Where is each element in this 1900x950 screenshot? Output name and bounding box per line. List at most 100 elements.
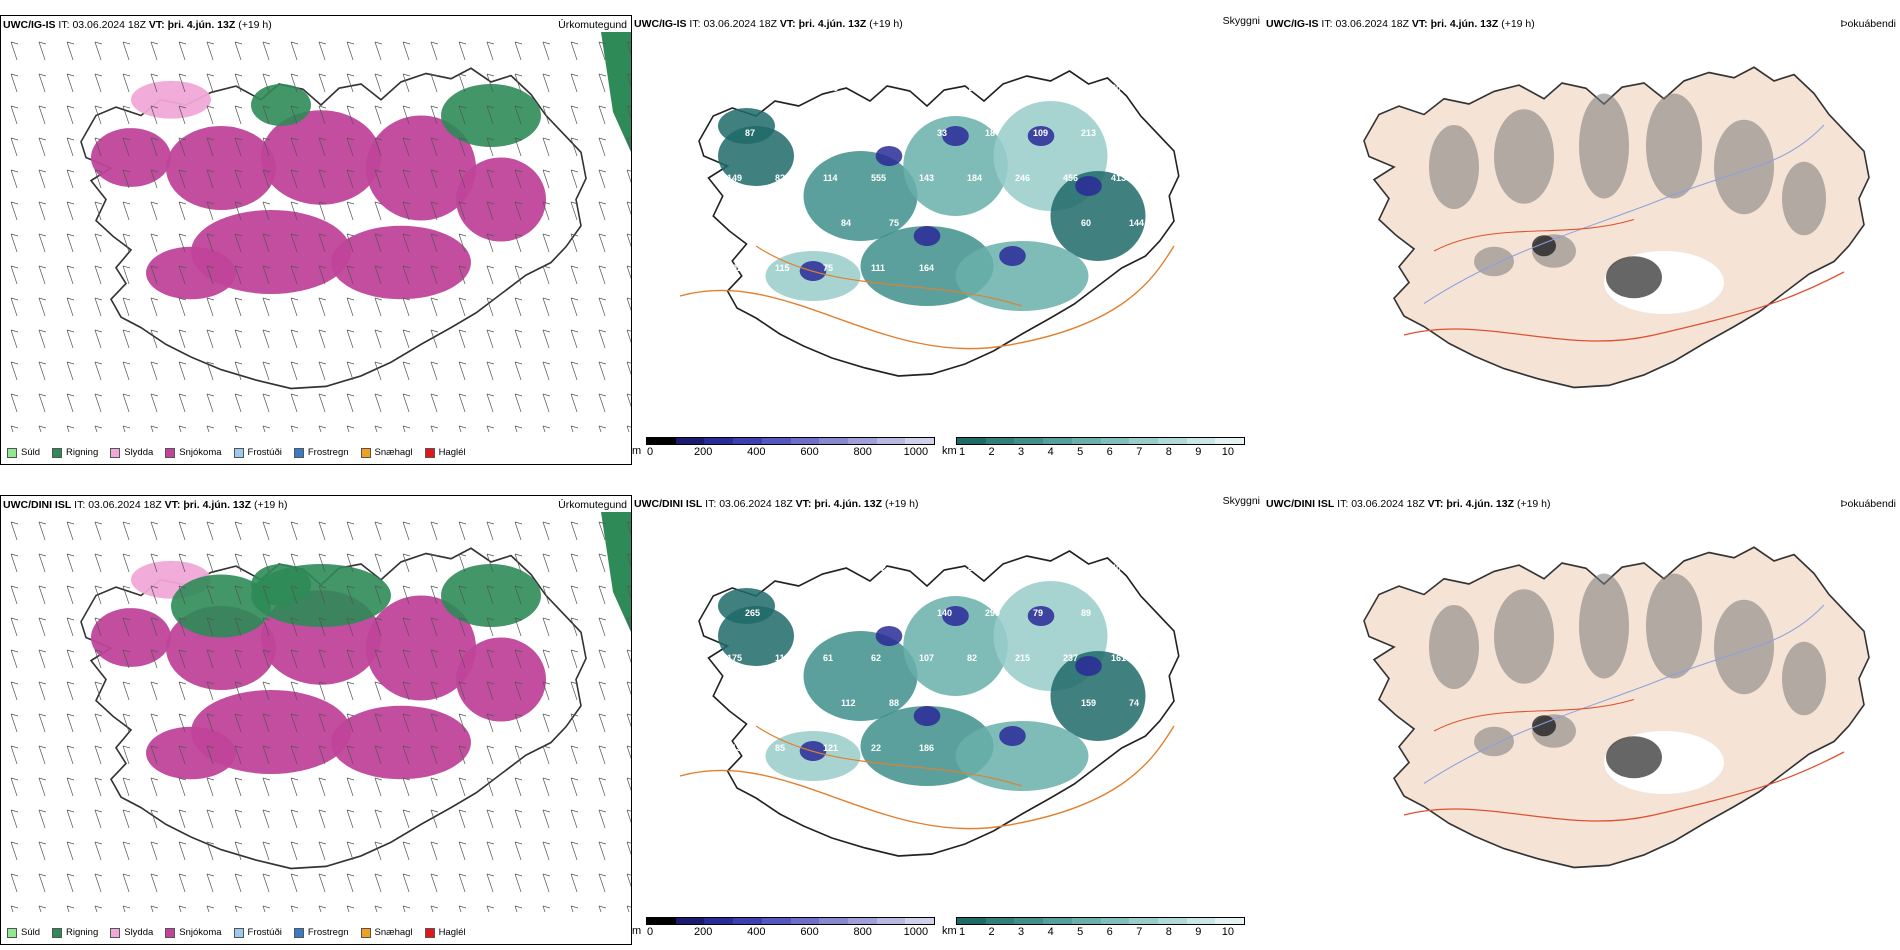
peak-label: 33 [937, 128, 947, 138]
peak-label: 192 [1015, 83, 1030, 93]
peak-label: 89 [1081, 608, 1091, 618]
peak-label: 149 [727, 173, 742, 183]
legend-label: Rigning [66, 447, 99, 458]
peak-label: 237 [1063, 653, 1078, 663]
legend-item: Slydda [110, 927, 153, 938]
terrain-height-colorbar: m 0 200 400 600 800 1000 [632, 917, 937, 943]
visibility-title: Skyggni [1222, 495, 1260, 507]
colorbar-tick: 7 [1136, 446, 1143, 458]
legend-swatch [110, 927, 121, 938]
panel-header: UWC/DINI ISL IT: 03.06.2024 18Z VT: þri.… [1266, 498, 1551, 510]
legend-label: Haglél [438, 447, 466, 458]
legend-swatch [424, 447, 435, 458]
precip-type-title: Úrkomutegund [558, 19, 627, 31]
peak-label: 156 [919, 563, 934, 573]
peak-label: 104 [793, 128, 808, 138]
peak-label: 82 [967, 653, 977, 663]
peak-label: 111 [871, 263, 885, 273]
legend-label: Snæhagl [374, 447, 413, 458]
peak-label: 215 [1015, 653, 1030, 663]
peak-label: 54 [1033, 698, 1043, 708]
legend-item: Súld [7, 447, 40, 458]
colorbar-swatches [956, 917, 1245, 925]
peak-label: 200 [793, 608, 808, 618]
panel-header: UWC/IG-IS IT: 03.06.2024 18Z VT: þri. 4.… [1266, 18, 1535, 30]
colorbar-tick: 200 [693, 446, 713, 458]
precip-type-title: Úrkomutegund [558, 499, 627, 511]
peak-label: 186 [919, 743, 934, 753]
colorbar-tick: 1 [958, 446, 966, 458]
colorbar-tick: 6 [1106, 446, 1113, 458]
visibility-map[interactable]: 321 145 37 172 156 283 308 254 403 265 200 99 182 140… [632, 511, 1232, 911]
peak-label: 18 [985, 128, 995, 138]
peak-label: 135 [1129, 128, 1144, 138]
peak-label: 60 [1081, 218, 1091, 228]
peak-label: 85 [775, 743, 785, 753]
legend-label: Frostúði [247, 927, 282, 938]
colorbar-tick: 600 [800, 926, 819, 938]
peak-label: 78 [727, 83, 737, 93]
legend-label: Snæhagl [374, 927, 413, 938]
colorbar-swatches [646, 437, 935, 445]
peak-label: 99 [841, 608, 851, 618]
peak-label: 172 [871, 563, 886, 573]
legend-swatch [165, 927, 176, 938]
precip-legend: Súld Rigning Slydda Snjókoma Frostúði Frostre… [7, 927, 478, 938]
peak-label: 164 [919, 263, 934, 273]
peak-label: 308 [1015, 563, 1030, 573]
panel-header: UWC/IG-IS IT: 03.06.2024 18Z VT: þri. 4.… [634, 18, 903, 30]
peak-label: 51 [919, 83, 929, 93]
peak-label: 248 [775, 83, 790, 93]
legend-label: Frostregn [307, 447, 349, 458]
fog-indicator-map[interactable] [1264, 511, 1894, 911]
peak-label: 282 [745, 698, 760, 708]
peak-label: 88 [889, 698, 899, 708]
peak-label: 283 [967, 563, 982, 573]
legend-label: Súld [21, 447, 41, 458]
peak-label: 82 [775, 173, 785, 183]
forecast-row: UWC/DINI ISL IT: 03.06.2024 18Z VT: þri.… [0, 480, 1900, 950]
legend-swatch [233, 927, 244, 938]
precip-type-map[interactable] [1, 512, 631, 912]
legend-item: Frostúði [233, 447, 282, 458]
colorbar-tick: 10 [1221, 926, 1234, 938]
legend-item: Haglél [424, 447, 466, 458]
peak-label: 102 [727, 263, 742, 273]
colorbar-tick: 3 [1018, 926, 1025, 938]
legend-swatch [52, 927, 63, 938]
legend-swatch [293, 447, 304, 458]
legend-item: Snæhagl [360, 927, 413, 938]
colorbar-tick: 400 [747, 926, 766, 938]
colorbar-tick: 10 [1221, 446, 1234, 458]
peak-label: 75 [889, 218, 899, 228]
colorbar-tick: 5 [1077, 446, 1084, 458]
peak-label: 145 [775, 563, 790, 573]
visibility-map[interactable]: 78 248 945 20 51 166 192 145 207 87 104 288 258 33 18 1… [632, 31, 1232, 431]
legend-label: Rigning [66, 927, 99, 938]
legend-item: Snjókoma [165, 927, 222, 938]
legend-item: Haglél [424, 927, 466, 938]
legend-item: Frostregn [293, 447, 349, 458]
peak-label: 145 [1063, 83, 1078, 93]
peak-label: 143 [919, 173, 934, 183]
peak-label: 265 [745, 608, 760, 618]
legend-item: Súld [7, 927, 40, 938]
colorbar-tick: 800 [853, 926, 872, 938]
legend-label: Súld [21, 927, 41, 938]
peak-label: 413 [1111, 173, 1126, 183]
colorbar-tick: 2 [988, 926, 995, 938]
peak-label: 144 [1129, 218, 1144, 228]
peak-label: 254 [1063, 563, 1078, 573]
peak-label: 161 [1111, 653, 1126, 663]
peak-label: 75 [793, 218, 803, 228]
peak-label: 61 [823, 653, 833, 663]
peak-label: 140 [937, 608, 952, 618]
precip-type-map[interactable] [1, 32, 631, 432]
colorbar-tick: 0 [646, 446, 654, 458]
colorbar-tick: 9 [1195, 446, 1202, 458]
colorbar-tick: 1000 [903, 446, 929, 458]
legend-swatch [424, 927, 435, 938]
fog-indicator-map[interactable] [1264, 31, 1894, 431]
peak-label: 62 [871, 653, 881, 663]
colorbar-tick: 4 [1047, 926, 1054, 938]
